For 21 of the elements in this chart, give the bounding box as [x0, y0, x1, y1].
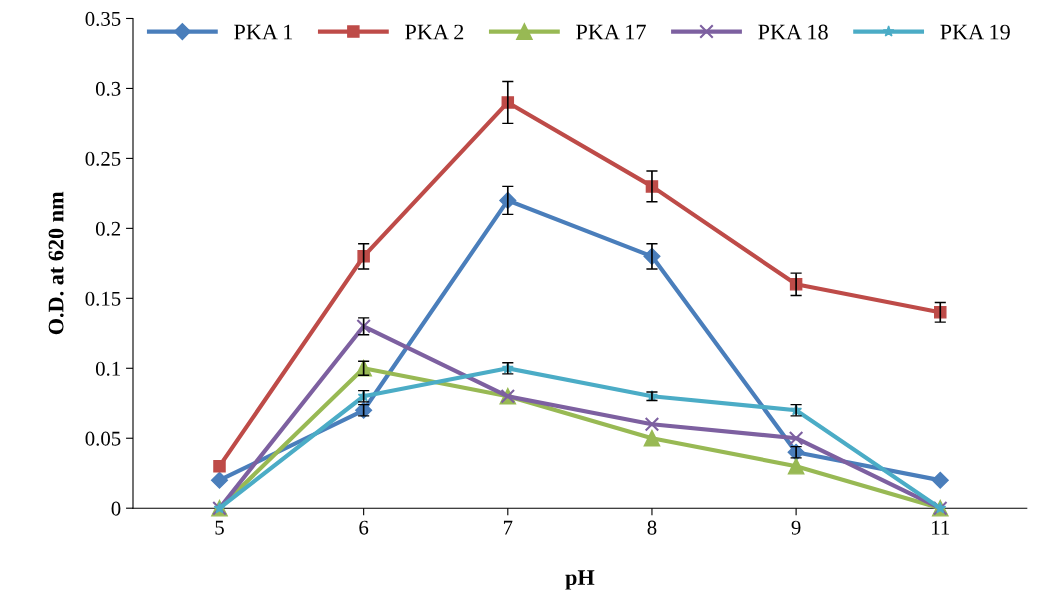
y-tick-label: 0.3	[95, 81, 121, 96]
legend-label: PKA 18	[758, 24, 828, 40]
legend-label: PKA 1	[234, 24, 293, 40]
y-tick-label: 0	[111, 501, 121, 516]
y-tick-label: 0.35	[85, 11, 121, 26]
y-tick-label: 0.05	[85, 431, 121, 446]
x-tick-label: 5	[215, 520, 224, 535]
x-tick-label: 11	[932, 520, 950, 535]
y-tick-label: 0.2	[95, 221, 121, 236]
x-tick-label: 9	[791, 520, 801, 535]
x-axis-title: pH	[565, 570, 595, 590]
x-tick-label: 7	[503, 520, 513, 535]
y-tick-label: 0.1	[95, 361, 120, 376]
legend-label: PKA 2	[405, 24, 464, 40]
y-axis-title: O.D. at 620 nm	[48, 191, 64, 335]
legend-label: PKA 19	[940, 24, 1010, 40]
x-tick-label: 8	[647, 520, 657, 535]
y-tick-label: 0.15	[85, 291, 121, 306]
legend-label: PKA 17	[576, 24, 646, 40]
y-tick-label: 0.25	[85, 151, 121, 166]
x-tick-label: 6	[359, 520, 369, 535]
